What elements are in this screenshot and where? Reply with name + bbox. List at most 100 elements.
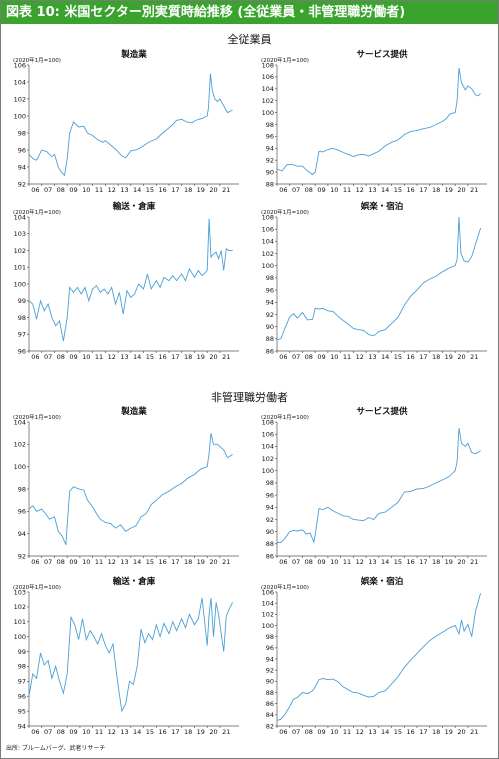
x-tick-label: 10 xyxy=(330,353,338,361)
x-tick-label: 10 xyxy=(330,186,338,194)
x-tick-label: 14 xyxy=(381,353,389,361)
x-tick-label: 15 xyxy=(146,353,154,361)
x-tick-label: 07 xyxy=(292,728,300,736)
y-tick-label: 102 xyxy=(262,250,274,258)
x-tick-label: 15 xyxy=(394,186,402,194)
y-tick-label: 100 xyxy=(262,622,274,630)
x-tick-label: 16 xyxy=(158,558,166,566)
x-tick-label: 07 xyxy=(292,558,300,566)
x-tick-label: 18 xyxy=(184,186,192,194)
unit-label: (2020年1月=100) xyxy=(261,208,309,216)
x-tick-label: 19 xyxy=(197,728,205,736)
y-tick-label: 97 xyxy=(18,331,26,339)
x-tick-label: 16 xyxy=(158,728,166,736)
x-tick-label: 17 xyxy=(419,353,427,361)
x-tick-label: 17 xyxy=(171,558,179,566)
y-tick-label: 104 xyxy=(262,85,274,93)
chart-title: 製造業 xyxy=(120,406,147,417)
x-tick-label: 07 xyxy=(44,558,52,566)
x-tick-label: 18 xyxy=(432,186,440,194)
y-tick-label: 96 xyxy=(266,491,274,499)
x-tick-label: 08 xyxy=(305,558,313,566)
series-line xyxy=(28,218,233,342)
y-tick-label: 98 xyxy=(18,663,26,671)
x-tick-label: 16 xyxy=(406,728,414,736)
series-line xyxy=(276,216,482,341)
y-tick-label: 98 xyxy=(18,485,26,493)
x-tick-label: 11 xyxy=(343,353,351,361)
x-tick-label: 20 xyxy=(209,186,217,194)
x-tick-label: 19 xyxy=(197,353,205,361)
chart-panel: 娯楽・宿泊 (2020年1月=100) 82 84 86 88 90 92 94 96 98 100 1… xyxy=(255,576,491,740)
y-tick-label: 94 xyxy=(266,145,274,153)
y-tick-label: 96 xyxy=(18,508,26,516)
x-tick-label: 19 xyxy=(445,728,453,736)
y-tick-label: 104 xyxy=(262,238,274,246)
y-tick-label: 100 xyxy=(262,262,274,270)
x-tick-label: 07 xyxy=(292,186,300,194)
x-tick-label: 10 xyxy=(82,186,90,194)
x-tick-label: 17 xyxy=(171,353,179,361)
chart-panel: サービス提供 (2020年1月=100) 88 90 92 94 96 98 100 102 104… xyxy=(255,49,491,198)
x-tick-label: 11 xyxy=(343,186,351,194)
y-tick-label: 88 xyxy=(266,689,274,697)
x-tick-label: 09 xyxy=(69,558,77,566)
x-tick-label: 10 xyxy=(82,728,90,736)
y-tick-label: 96 xyxy=(18,146,26,154)
figure-title: 図表 10: 米国セクター別実質時給推移 (全従業員・非管理職労働者) xyxy=(1,1,498,24)
x-tick-label: 09 xyxy=(69,728,77,736)
x-tick-label: 08 xyxy=(57,728,65,736)
unit-label: (2020年1月=100) xyxy=(261,413,309,421)
chart-panel: 輸送・倉庫 (2020年1月=100) 94 95 96 97 98 99 100 101 102 1… xyxy=(7,576,243,740)
x-tick-label: 16 xyxy=(406,186,414,194)
y-tick-label: 98 xyxy=(18,314,26,322)
x-tick-label: 10 xyxy=(82,353,90,361)
chart-panel: 娯楽・宿泊 (2020年1月=100) 86 88 90 92 94 96 98 100 102 10… xyxy=(255,201,491,365)
y-tick-label: 90 xyxy=(266,678,274,686)
y-tick-label: 103 xyxy=(14,588,26,596)
x-tick-label: 17 xyxy=(419,186,427,194)
x-tick-label: 14 xyxy=(381,558,389,566)
x-tick-label: 11 xyxy=(95,728,103,736)
x-tick-label: 15 xyxy=(394,558,402,566)
y-tick-label: 90 xyxy=(266,528,274,536)
x-tick-label: 17 xyxy=(419,558,427,566)
x-tick-label: 13 xyxy=(368,186,376,194)
y-tick-label: 108 xyxy=(262,418,274,426)
x-tick-label: 09 xyxy=(69,186,77,194)
y-tick-label: 108 xyxy=(262,61,274,69)
series-line xyxy=(276,67,481,176)
x-tick-label: 14 xyxy=(381,728,389,736)
y-tick-label: 94 xyxy=(266,655,274,663)
x-tick-label: 12 xyxy=(356,186,364,194)
y-tick-label: 102 xyxy=(262,611,274,619)
y-tick-label: 94 xyxy=(18,530,26,538)
x-tick-label: 21 xyxy=(222,728,230,736)
x-tick-label: 16 xyxy=(406,558,414,566)
x-tick-label: 10 xyxy=(330,728,338,736)
x-tick-label: 15 xyxy=(146,558,154,566)
y-tick-label: 96 xyxy=(266,286,274,294)
y-tick-label: 92 xyxy=(266,516,274,524)
x-tick-label: 18 xyxy=(184,558,192,566)
x-tick-label: 20 xyxy=(457,558,465,566)
x-tick-label: 20 xyxy=(457,353,465,361)
y-tick-label: 101 xyxy=(14,264,26,272)
x-tick-label: 15 xyxy=(394,728,402,736)
y-tick-label: 88 xyxy=(266,335,274,343)
y-tick-label: 88 xyxy=(266,540,274,548)
x-tick-label: 15 xyxy=(146,728,154,736)
x-tick-label: 13 xyxy=(120,728,128,736)
chart-title: 輸送・倉庫 xyxy=(113,576,156,587)
x-tick-label: 08 xyxy=(57,186,65,194)
section-heading-nonsupervisory: 非管理職労働者 xyxy=(211,391,288,404)
unit-label: (2020年1月=100) xyxy=(13,583,61,591)
x-tick-label: 13 xyxy=(368,728,376,736)
y-tick-label: 104 xyxy=(262,443,274,451)
chart-title: サービス提供 xyxy=(356,406,408,417)
y-tick-label: 103 xyxy=(14,230,26,238)
x-tick-label: 20 xyxy=(209,728,217,736)
x-tick-label: 07 xyxy=(44,186,52,194)
x-tick-label: 14 xyxy=(381,186,389,194)
y-tick-label: 92 xyxy=(18,552,26,560)
